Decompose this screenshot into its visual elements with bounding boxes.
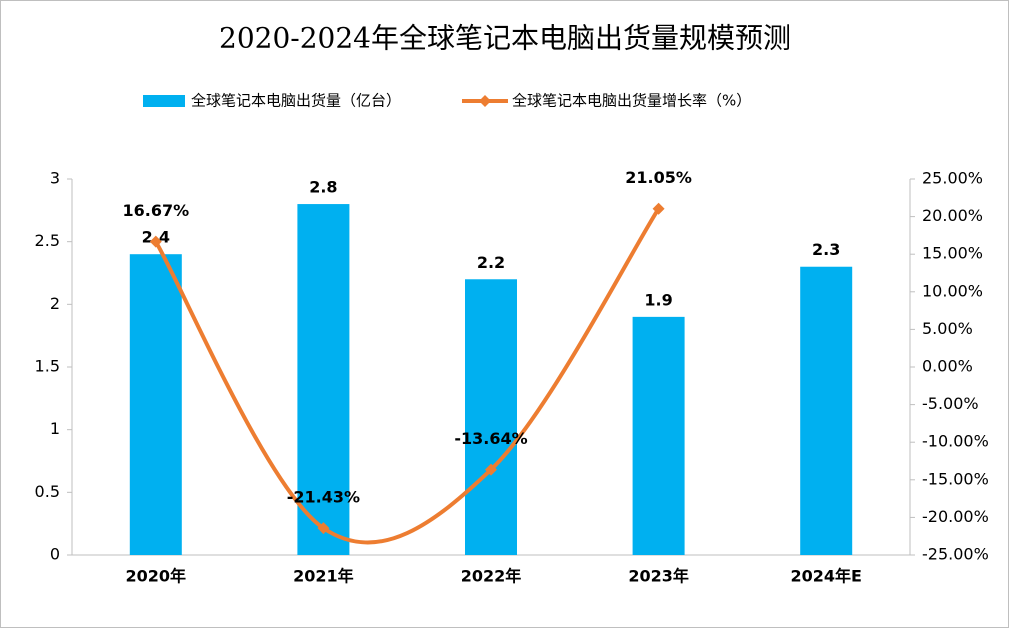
bar-value-label: 2.3: [812, 240, 840, 259]
y2-tick-label: 15.00%: [922, 244, 983, 263]
legend-label: 全球笔记本电脑出货量（亿台）: [191, 92, 401, 110]
bar: [297, 204, 350, 556]
x-tick-label: 2020年: [126, 567, 187, 586]
line-marker: [652, 202, 665, 215]
bar-value-label: 2.2: [477, 253, 505, 272]
chart-title: 2020-2024年全球笔记本电脑出货量规模预测: [219, 22, 791, 55]
line-marker: [485, 463, 497, 476]
y2-tick-label: 5.00%: [922, 319, 973, 338]
line-marker: [317, 522, 330, 535]
x-tick-label: 2022年: [461, 567, 522, 586]
y2-tick-label: -15.00%: [922, 469, 989, 488]
line-value-label: 21.05%: [625, 168, 692, 187]
bar: [129, 254, 182, 555]
y-tick-label: 3: [50, 169, 60, 188]
y2-tick-label: -10.00%: [922, 432, 989, 451]
y2-tick-label: -25.00%: [922, 545, 989, 564]
line-value-label: -21.43%: [287, 488, 360, 507]
bar-value-label: 1.9: [644, 290, 672, 309]
y2-tick-label: 20.00%: [922, 206, 983, 225]
y2-tick-label: -5.00%: [922, 394, 979, 413]
line-value-label: 16.67%: [122, 201, 189, 220]
legend-marker: [479, 95, 491, 107]
y-tick-label: 1.5: [35, 357, 60, 376]
legend-label: 全球笔记本电脑出货量增长率（%）: [512, 92, 751, 110]
y-tick-label: 2: [50, 294, 60, 313]
line-value-label: -13.64%: [454, 429, 527, 448]
bar: [800, 266, 853, 555]
x-tick-label: 2021年: [293, 567, 354, 586]
y2-tick-label: 10.00%: [922, 281, 983, 300]
line-marker: [149, 235, 162, 248]
growth-line: [154, 207, 661, 545]
bar: [632, 316, 685, 555]
bar-value-label: 2.8: [309, 178, 337, 197]
x-tick-label: 2024年E: [790, 567, 861, 586]
legend-swatch: [143, 95, 185, 107]
y2-tick-label: -20.00%: [922, 507, 989, 526]
bar: [465, 279, 517, 555]
y-tick-label: 0: [50, 545, 60, 564]
y-tick-label: 2.5: [35, 231, 60, 250]
y2-tick-label: 25.00%: [922, 169, 983, 188]
x-tick-label: 2023年: [628, 567, 689, 586]
y-tick-label: 1: [50, 419, 60, 438]
y2-tick-label: 0.00%: [922, 357, 973, 376]
y-tick-label: 0.5: [35, 482, 60, 501]
